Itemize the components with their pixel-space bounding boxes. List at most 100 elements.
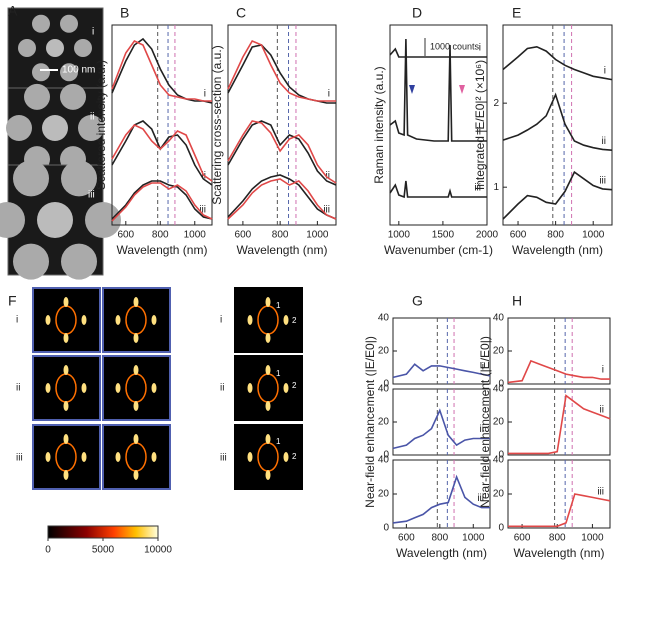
series-label: ii — [480, 424, 484, 435]
x-tick-label: 600 — [398, 533, 415, 544]
panel-label: H — [512, 293, 522, 309]
particle — [18, 39, 36, 57]
curve — [227, 120, 337, 186]
series-label: iii — [199, 205, 206, 216]
y-axis-label: Near-field enhancement (|E/E0|) — [478, 336, 492, 508]
panel-a-label: iii — [88, 190, 95, 201]
curve — [389, 38, 487, 142]
x-tick-label: 10000 — [144, 545, 172, 556]
y-tick-label: 20 — [493, 346, 505, 357]
y-tick-label: 0 — [383, 379, 389, 390]
curve — [111, 182, 213, 222]
y-tick-label: 2 — [493, 98, 499, 109]
field-hotspot — [81, 452, 87, 462]
field-hotspot — [115, 315, 121, 325]
plot-frame — [502, 24, 613, 226]
curve — [111, 124, 213, 182]
panel-label: F — [8, 293, 17, 309]
spot-label: 2 — [292, 381, 297, 390]
x-tick-label: 1000 — [184, 230, 207, 241]
plot-frame — [227, 24, 337, 226]
field-hotspot — [63, 401, 69, 411]
y-tick-label: 20 — [493, 489, 505, 500]
y-axis-label: Near-field enhancement (|E/E0|) — [363, 336, 377, 508]
field-hotspot — [81, 383, 87, 393]
y-tick-label: 20 — [493, 417, 505, 428]
curve — [389, 47, 487, 58]
curve — [111, 37, 213, 104]
scale-bar-label: 100 nm — [62, 65, 95, 76]
series-label: i — [204, 89, 206, 100]
y-tick-label: 1 — [493, 182, 499, 193]
f-row-label: iii — [220, 453, 227, 464]
x-tick-label: 600 — [117, 230, 134, 241]
panel-label: B — [120, 5, 129, 21]
series-label: ii — [600, 404, 604, 415]
particle — [42, 115, 68, 141]
particle — [60, 63, 78, 82]
x-tick-label: 600 — [510, 230, 527, 241]
field-hotspot — [133, 434, 139, 444]
field-hotspot — [265, 297, 271, 307]
curve — [502, 45, 613, 81]
panel-label: C — [236, 5, 246, 21]
series-label: i — [479, 43, 481, 54]
field-hotspot — [63, 297, 69, 307]
x-tick-label: 800 — [549, 533, 566, 544]
field-hotspot — [265, 401, 271, 411]
y-tick-label: 0 — [498, 523, 504, 534]
field-hotspot — [151, 383, 157, 393]
particle — [60, 14, 78, 33]
series-label: ii — [602, 136, 606, 147]
x-tick-label: 5000 — [92, 545, 115, 556]
curve — [227, 39, 336, 102]
field-hotspot — [247, 452, 253, 462]
field-hotspot — [133, 365, 139, 375]
f-row-label: i — [16, 315, 18, 326]
plot-frame — [507, 459, 611, 529]
field-hotspot — [45, 383, 51, 393]
y-axis-label: Integrated |E/E0|² (×10⁶) — [473, 60, 487, 190]
field-hotspot — [63, 333, 69, 343]
particle — [13, 160, 49, 197]
y-tick-label: 40 — [378, 455, 390, 466]
field-hotspot — [151, 315, 157, 325]
curve — [111, 120, 213, 186]
field-hotspot — [283, 315, 289, 325]
field-hotspot — [133, 333, 139, 343]
plot-frame — [392, 317, 491, 385]
x-axis-label: Wavelength (nm) — [117, 243, 208, 257]
series-label: iii — [323, 205, 330, 216]
x-tick-label: 600 — [235, 230, 252, 241]
field-hotspot — [115, 452, 121, 462]
field-hotspot — [81, 315, 87, 325]
x-tick-label: 800 — [272, 230, 289, 241]
series-label: iii — [599, 175, 606, 186]
particle — [6, 115, 32, 141]
particle — [61, 160, 97, 197]
x-tick-label: 600 — [514, 533, 531, 544]
spot-label: 1 — [276, 301, 281, 310]
x-axis-label: Wavelength (nm) — [237, 243, 328, 257]
particle — [46, 39, 64, 57]
curve — [502, 170, 613, 220]
spot-label: 2 — [292, 452, 297, 461]
field-hotspot — [151, 452, 157, 462]
field-hotspot — [265, 470, 271, 480]
curve — [507, 359, 610, 384]
x-tick-label: 1000 — [388, 230, 411, 241]
y-tick-label: 0 — [383, 450, 389, 461]
curve — [508, 394, 611, 455]
field-hotspot — [265, 333, 271, 343]
field-hotspot — [133, 297, 139, 307]
x-tick-label: 1000 — [582, 230, 605, 241]
panel-a-label: i — [92, 27, 94, 38]
curve — [227, 120, 337, 184]
x-axis-label: Wavelength (nm) — [514, 546, 605, 560]
field-hotspot — [247, 383, 253, 393]
curve — [111, 39, 212, 102]
plot-frame — [507, 317, 611, 385]
series-label: ii — [326, 171, 330, 182]
x-tick-label: 0 — [45, 545, 51, 556]
